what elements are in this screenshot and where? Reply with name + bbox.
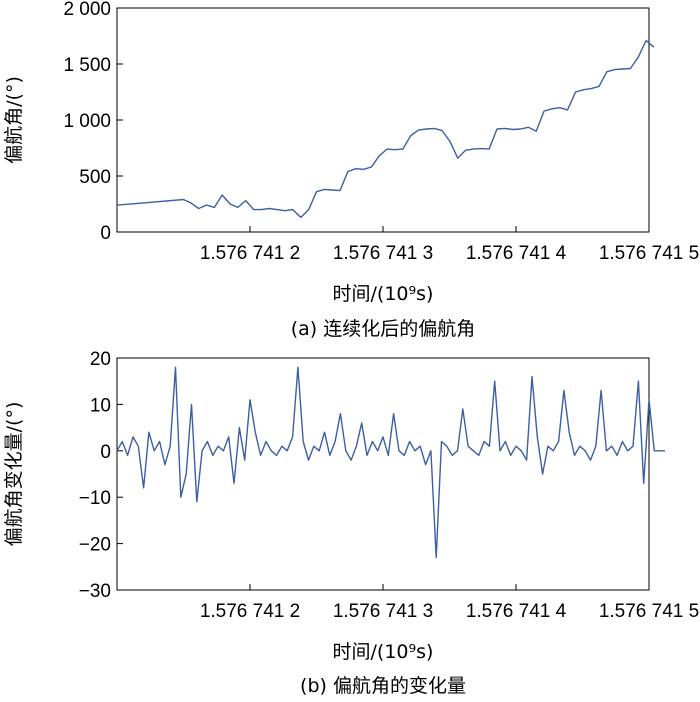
x-tick-label: 1.576 741 5 bbox=[599, 601, 699, 622]
y-tick-label: −10 bbox=[79, 488, 111, 509]
figure-caption: (a) 连续化后的偏航角 bbox=[291, 318, 476, 340]
chart-yaw-angle: 0 500 1 000 1 500 2 000 1.576 741 2 1.576 741 … bbox=[3, 0, 699, 340]
y-tick-label: 10 bbox=[90, 395, 111, 416]
y-tick-label: −20 bbox=[79, 535, 111, 556]
y-tick-label: 500 bbox=[79, 167, 111, 188]
plot-frame bbox=[116, 7, 650, 233]
x-tick-label: 1.576 741 2 bbox=[200, 601, 300, 622]
y-tick-label: 0 bbox=[100, 442, 111, 463]
x-tick-label: 1.576 741 4 bbox=[466, 601, 567, 622]
x-tick-label: 1.576 741 2 bbox=[200, 243, 300, 264]
x-axis-label: 时间/(10⁹s) bbox=[333, 641, 434, 663]
x-tick-label: 1.576 741 3 bbox=[333, 243, 433, 264]
x-tick-label: 1.576 741 3 bbox=[333, 601, 433, 622]
y-tick-label: −30 bbox=[79, 581, 111, 602]
y-tick-label: 1 000 bbox=[63, 111, 111, 132]
y-tick-label: 2 000 bbox=[63, 0, 111, 20]
plot-frame bbox=[116, 357, 650, 591]
y-axis-label: 偏航角/(°) bbox=[3, 76, 25, 164]
y-tick-label: 1 500 bbox=[63, 55, 111, 76]
x-tick-label: 1.576 741 4 bbox=[466, 243, 567, 264]
x-axis-label: 时间/(10⁹s) bbox=[333, 283, 434, 305]
y-tick-label: 20 bbox=[90, 349, 111, 370]
y-tick-label: 0 bbox=[100, 223, 111, 244]
figure-caption: (b) 偏航角的变化量 bbox=[300, 675, 466, 697]
series-line bbox=[116, 39, 655, 219]
chart-yaw-change: −30 −20 −10 0 10 20 1.576 741 2 1.576 741 3 1.57… bbox=[3, 349, 699, 697]
y-axis-label: 偏航角变化量/(°) bbox=[3, 402, 25, 547]
series-line bbox=[116, 366, 665, 559]
x-tick-label: 1.576 741 5 bbox=[599, 243, 699, 264]
